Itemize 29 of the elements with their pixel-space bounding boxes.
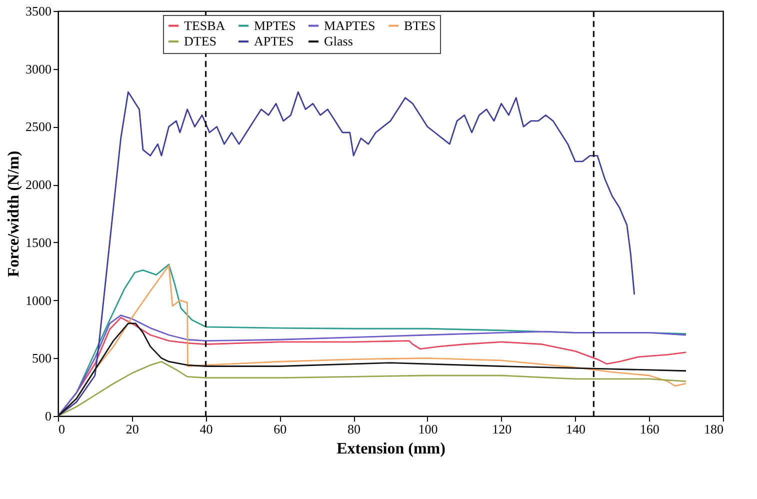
legend-label: MPTES — [254, 18, 296, 33]
x-tick-label: 180 — [704, 422, 724, 436]
line-series — [57, 360, 687, 417]
legend-label: TESBA — [184, 18, 226, 33]
y-tick-label: 2000 — [26, 177, 52, 192]
y-tick-label: 3500 — [26, 4, 52, 18]
y-tick-label: 500 — [32, 350, 52, 366]
legend-label: DTES — [184, 34, 216, 48]
y-tick-label: 0 — [45, 408, 52, 424]
x-tick-label: 120 — [492, 422, 512, 436]
x-tick-label: 140 — [566, 422, 586, 436]
y-tick-label: 3000 — [26, 61, 52, 76]
legend-label: Glass — [324, 34, 353, 48]
line-series — [57, 91, 636, 417]
legend-label: MAPTES — [324, 18, 376, 33]
x-tick-label: 100 — [418, 422, 438, 436]
x-tick-label: 40 — [200, 422, 213, 436]
y-tick-label: 2500 — [26, 119, 52, 134]
x-tick-label: 20 — [126, 422, 139, 436]
legend-label: APTES — [254, 34, 294, 48]
x-tick-label: 160 — [640, 422, 660, 436]
x-tick-label: 80 — [348, 422, 361, 436]
x-tick-label: 0 — [58, 422, 65, 436]
y-tick-label: 1500 — [26, 234, 52, 250]
y-axis-title: Force/width (N/m) — [6, 150, 22, 278]
y-tick-label: 1000 — [26, 292, 52, 308]
x-axis-title: Extension (mm) — [336, 440, 446, 458]
legend-label: BTES — [404, 18, 436, 33]
x-tick-label: 60 — [274, 422, 287, 436]
